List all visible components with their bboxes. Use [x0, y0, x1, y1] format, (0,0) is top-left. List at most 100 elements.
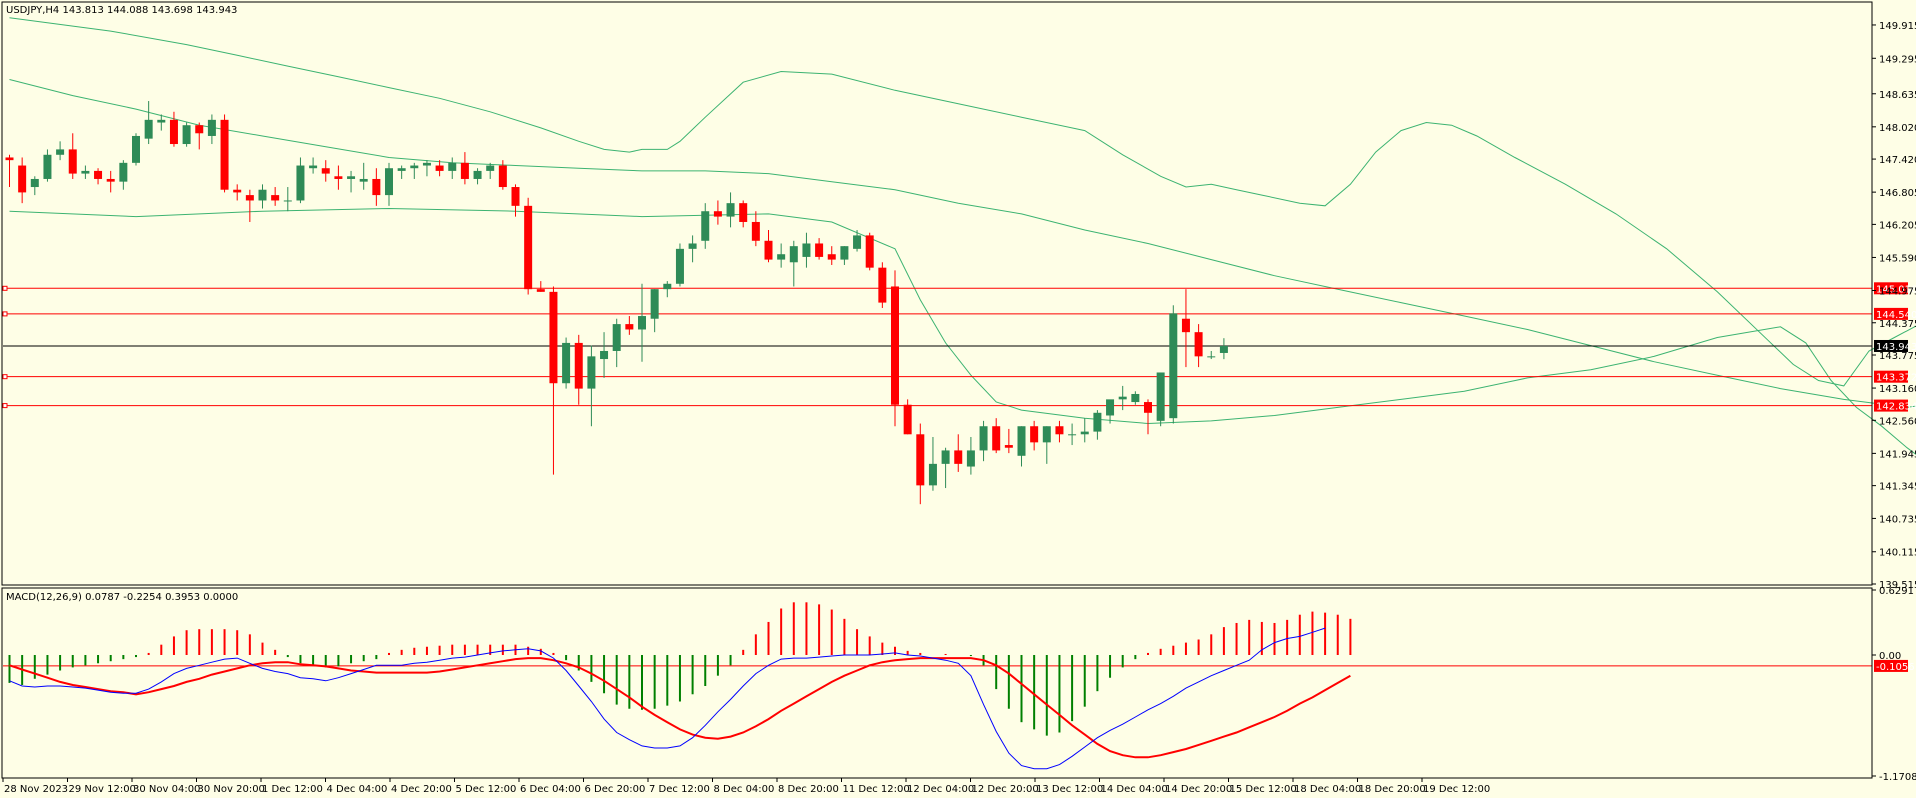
- price-tick-label: 144.375: [1879, 319, 1916, 330]
- bull-candle: [1131, 393, 1140, 403]
- time-tick-label: 29 Nov 12:00: [69, 784, 136, 795]
- bear-candle: [1181, 318, 1190, 333]
- bear-candle: [271, 195, 280, 201]
- bull-candle: [777, 254, 786, 260]
- bull-candle: [119, 162, 128, 182]
- bull-candle: [979, 426, 988, 451]
- level-price-label: 145.016: [1876, 284, 1916, 295]
- price-tick-label: 149.915: [1879, 21, 1916, 32]
- price-tick-label: 143.160: [1879, 384, 1916, 395]
- bollinger-lower-band: [9, 207, 1916, 456]
- level-handle: [2, 403, 8, 409]
- macd-tick-label: -1.1708: [1879, 772, 1916, 783]
- time-tick-label: 4 Dec 04:00: [327, 784, 388, 795]
- bull-candle: [359, 178, 368, 182]
- price-chart-title: USDJPY,H4 143.813 144.088 143.698 143.94…: [6, 5, 237, 16]
- bear-candle: [245, 195, 254, 201]
- bull-candle: [473, 170, 482, 179]
- time-tick-label: 12 Dec 20:00: [972, 784, 1039, 795]
- price-tick-label: 143.775: [1879, 351, 1916, 362]
- bull-candle: [663, 283, 672, 290]
- bull-candle: [802, 243, 811, 257]
- price-tick-label: 145.590: [1879, 253, 1916, 264]
- time-tick-label: 18 Dec 20:00: [1359, 784, 1426, 795]
- price-tick-label: 139.515: [1879, 580, 1916, 591]
- time-tick-label: 8 Dec 04:00: [714, 784, 775, 795]
- bull-candle: [1093, 412, 1102, 432]
- bull-candle: [309, 165, 318, 169]
- bear-candle: [68, 149, 77, 174]
- bear-candle: [18, 165, 27, 193]
- bull-candle: [56, 149, 65, 155]
- price-tick-label: 148.635: [1879, 90, 1916, 101]
- bull-candle: [587, 356, 596, 389]
- bull-candle: [638, 316, 646, 330]
- price-pane[interactable]: 145.016 144.540 143.943 143.372 142.834 149.9…: [2, 17, 1916, 591]
- time-tick-label: 8 Dec 20:00: [778, 784, 839, 795]
- bear-candle: [195, 125, 204, 134]
- bull-candle: [562, 342, 571, 384]
- bull-candle: [385, 168, 393, 196]
- time-tick-label: 7 Dec 12:00: [649, 784, 710, 795]
- price-tick-label: 148.020: [1879, 123, 1916, 134]
- level-price-tag: [1874, 339, 1908, 352]
- bull-candle: [928, 463, 937, 486]
- time-tick-label: 28 Nov 2023: [4, 784, 68, 795]
- bull-candle: [650, 289, 659, 319]
- bull-candle: [688, 243, 697, 249]
- bear-candle: [5, 157, 14, 161]
- bull-candle: [600, 350, 609, 360]
- bull-candle: [1207, 356, 1216, 358]
- bear-candle: [460, 162, 469, 179]
- bear-candle: [549, 291, 558, 384]
- macd-main-line: [9, 627, 1326, 770]
- bull-candle: [144, 119, 153, 139]
- macd-current-tag: [1874, 659, 1908, 672]
- price-tick-label: 141.945: [1879, 449, 1916, 460]
- bear-candle: [334, 176, 343, 179]
- bear-candle: [169, 119, 178, 145]
- bear-candle: [891, 286, 899, 405]
- bull-candle: [296, 165, 305, 201]
- time-tick-label: 19 Dec 12:00: [1423, 784, 1490, 795]
- bull-candle: [132, 135, 140, 163]
- bear-candle: [713, 211, 722, 217]
- bear-candle: [524, 205, 533, 290]
- price-pane-border: [1, 1, 1873, 586]
- level-handle: [2, 311, 8, 317]
- bull-candle: [1106, 399, 1115, 416]
- bear-candle: [1004, 445, 1013, 448]
- time-tick-label: 6 Dec 04:00: [520, 784, 581, 795]
- time-tick-label: 13 Dec 12:00: [1036, 784, 1103, 795]
- bear-candle: [815, 243, 824, 257]
- bear-candle: [764, 240, 773, 260]
- bull-candle: [1080, 431, 1089, 435]
- bear-candle: [220, 119, 229, 190]
- price-tick-label: 149.295: [1879, 54, 1916, 65]
- price-tick-label: 144.975: [1879, 287, 1916, 298]
- level-price-tag: [1874, 399, 1908, 412]
- bull-candle: [701, 211, 710, 241]
- bull-candle: [397, 168, 406, 171]
- bear-candle: [321, 168, 330, 174]
- macd-tick-label: 0.00: [1879, 651, 1901, 662]
- bull-candle: [258, 189, 267, 201]
- bull-candle: [1169, 313, 1178, 419]
- macd-signal-line: [9, 657, 1351, 759]
- price-tick-label: 141.345: [1879, 482, 1916, 493]
- time-tick-label: 12 Dec 04:00: [907, 784, 974, 795]
- bull-candle: [283, 200, 292, 202]
- level-handle: [2, 374, 8, 380]
- bull-candle: [448, 162, 457, 171]
- bull-candle: [1042, 426, 1051, 443]
- bull-candle: [853, 235, 862, 249]
- macd-pane[interactable]: -0.1056 0.6291 0.00 -1.1708: [3, 586, 1916, 783]
- bull-candle: [675, 248, 684, 284]
- bear-candle: [1144, 402, 1152, 413]
- bull-candle: [410, 165, 419, 169]
- macd-tick-label: 0.6291: [1879, 586, 1914, 597]
- bear-candle: [865, 235, 874, 268]
- bear-candle: [1055, 426, 1064, 435]
- bear-candle: [1030, 426, 1039, 443]
